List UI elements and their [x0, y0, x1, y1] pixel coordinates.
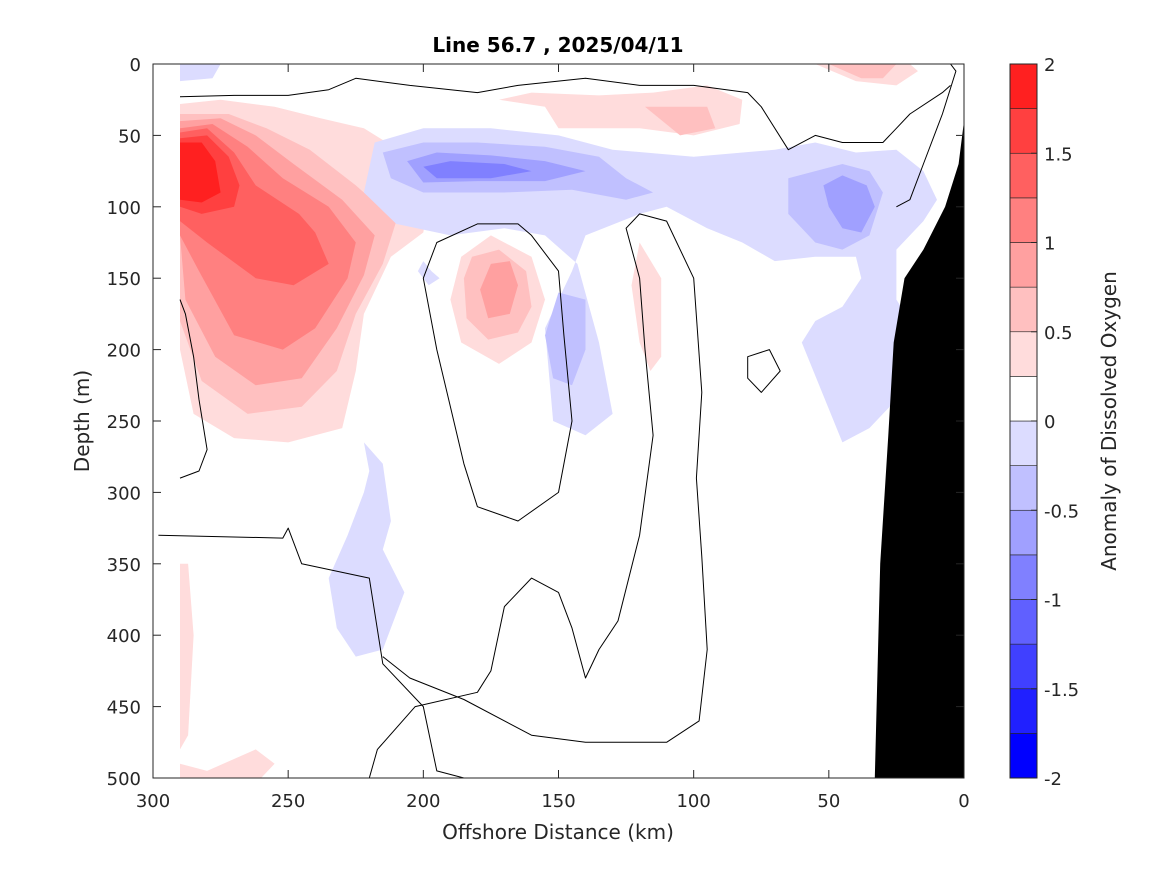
anomaly-region-27: [680, 185, 708, 196]
colorbar-frame: [1009, 63, 1038, 779]
anomaly-region-6: [180, 142, 221, 203]
y-axis-ticks: 0 50 100 150 200 250 300 350 400 450 500: [107, 55, 964, 790]
x-tick-label: 250: [271, 791, 305, 812]
x-axis-label: Offshore Distance (km): [442, 820, 674, 844]
colorbar-tick-label: 1: [1044, 234, 1055, 255]
colorbar-segment: [1009, 197, 1038, 243]
colorbar-segment: [1009, 108, 1038, 154]
colorbar-segment: [1009, 242, 1038, 288]
anomaly-region-25: [328, 442, 405, 657]
zero-contour-5: [422, 223, 573, 522]
y-axis-label: Depth (m): [70, 370, 94, 472]
colorbar-tick-label: 0.5: [1044, 323, 1073, 344]
colorbar-segment: [1009, 152, 1038, 199]
colorbar-tick-label: 0: [1044, 412, 1055, 433]
colorbar-tick-label: -1: [1044, 591, 1062, 612]
zero-contour-0: [179, 77, 951, 151]
x-axis-ticks: 300 250 200 150 100 50 0: [136, 64, 970, 812]
zero-contour-2: [179, 299, 208, 479]
zero-contour-1: [896, 64, 957, 208]
colorbar-segment: [1009, 643, 1038, 690]
anomaly-region-14: [774, 64, 897, 79]
anomaly-region-16: [180, 749, 275, 778]
colorbar-segment: [1009, 63, 1038, 109]
anomaly-region-23: [823, 175, 875, 233]
colorbar-tick-label: 1.5: [1044, 144, 1073, 165]
colorbar-tick-label: -0.5: [1044, 501, 1079, 522]
colorbar-segment: [1009, 465, 1038, 511]
x-tick-label: 200: [406, 791, 440, 812]
y-tick-label: 200: [107, 341, 141, 362]
chart-title: Line 56.7 , 2025/04/11: [432, 33, 683, 57]
y-tick-label: 450: [107, 698, 141, 719]
colorbar-segment: [1009, 420, 1038, 466]
colorbar-segment: [1009, 599, 1038, 645]
anomaly-region-24: [545, 292, 586, 386]
colorbar-segment: [1009, 554, 1038, 600]
colorbar-segment: [1009, 733, 1038, 779]
x-tick-label: 150: [541, 791, 575, 812]
colorbar: [1009, 63, 1038, 779]
colorbar-tick-label: 2: [1044, 55, 1055, 76]
y-tick-label: 400: [107, 626, 141, 647]
colorbar-segment: [1009, 688, 1038, 734]
y-tick-label: 250: [107, 412, 141, 433]
anomaly-region-26: [417, 261, 440, 286]
y-tick-label: 350: [107, 555, 141, 576]
anomaly-region-17: [180, 64, 221, 82]
y-tick-label: 100: [107, 198, 141, 219]
anomaly-region-21: [423, 161, 532, 179]
colorbar-segment: [1009, 286, 1038, 333]
colorbar-segment: [1009, 331, 1038, 377]
colorbar-ticks: 2 1.5 1 0.5 0 -0.5 -1 -1.5 -2: [1031, 55, 1079, 790]
colorbar-segment: [1009, 376, 1038, 422]
x-tick-label: 300: [136, 791, 170, 812]
anomaly-region-15: [180, 563, 194, 750]
zero-contour-3: [368, 213, 708, 778]
x-tick-label: 100: [676, 791, 710, 812]
y-tick-label: 300: [107, 483, 141, 504]
y-tick-label: 0: [130, 55, 141, 76]
colorbar-label: Anomaly of Dissolved Oxygen: [1097, 271, 1121, 571]
x-tick-label: 0: [958, 791, 969, 812]
colorbar-tick-label: -1.5: [1044, 680, 1079, 701]
anomaly-fills: [180, 64, 937, 778]
colorbar-segment: [1009, 509, 1038, 556]
y-tick-label: 500: [107, 769, 141, 790]
x-tick-label: 50: [817, 791, 840, 812]
zero-contour-6: [747, 349, 781, 393]
y-tick-label: 150: [107, 269, 141, 290]
zero-contour-4: [158, 527, 465, 778]
seafloor-mask: [874, 121, 964, 779]
y-tick-label: 50: [118, 126, 141, 147]
anomaly-region-9: [480, 261, 518, 319]
colorbar-tick-label: -2: [1044, 769, 1062, 790]
anomaly-region-12: [645, 106, 716, 136]
zero-contour-lines: [158, 64, 957, 778]
